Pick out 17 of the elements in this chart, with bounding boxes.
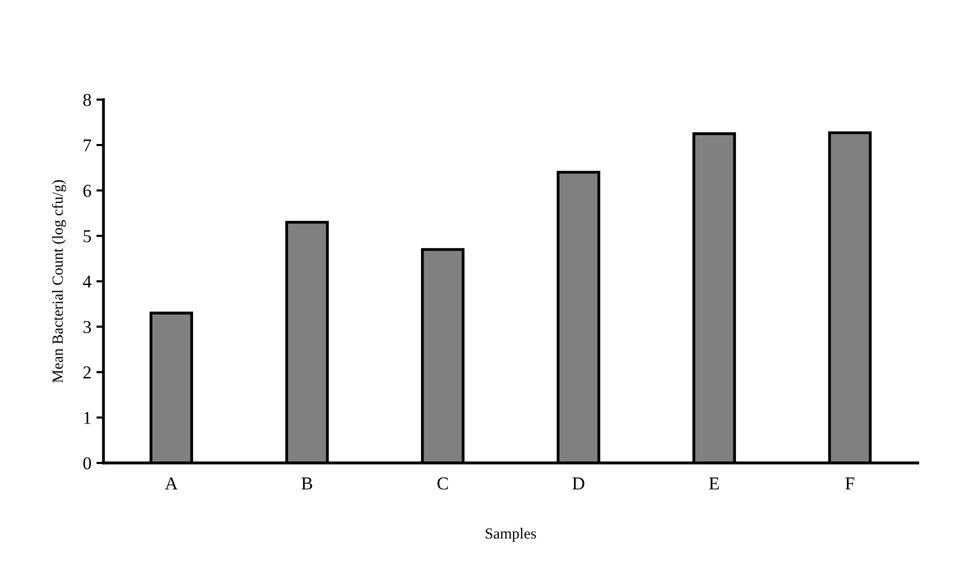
x-tick-label: B bbox=[302, 478, 312, 490]
x-tick-label: E bbox=[709, 478, 719, 490]
y-tick-label: 7 bbox=[84, 139, 92, 152]
y-tick-label: 6 bbox=[83, 184, 92, 197]
x-tick-label: A bbox=[164, 477, 178, 490]
y-tick-label: 4 bbox=[82, 276, 92, 288]
y-tick-label: 1 bbox=[84, 412, 91, 424]
x-tick-label: D bbox=[572, 478, 584, 490]
y-tick-label: 8 bbox=[83, 94, 91, 106]
y-tick-label: 0 bbox=[83, 457, 91, 470]
y-tick-label: 2 bbox=[83, 366, 91, 378]
y-tick-label: 5 bbox=[84, 230, 91, 242]
x-tick-label: F bbox=[845, 478, 854, 490]
x-tick-label: C bbox=[437, 477, 448, 490]
x-axis-title: Samples bbox=[486, 528, 536, 542]
y-axis-title: Mean Bacterial Count (log cfu/g) bbox=[52, 180, 66, 383]
y-tick-label: 3 bbox=[83, 321, 91, 334]
